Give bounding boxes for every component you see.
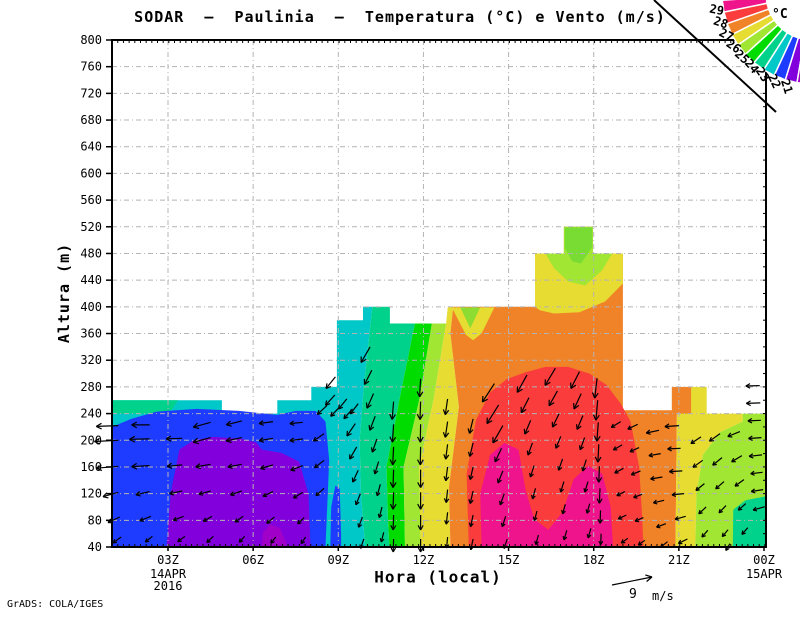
legend-label-21: 21 xyxy=(778,77,796,95)
svg-text:240: 240 xyxy=(80,407,102,421)
svg-text:360: 360 xyxy=(80,327,102,341)
legend-label-28: 28 xyxy=(712,14,730,32)
legend-label-27: 27 xyxy=(717,25,736,44)
region-yellow-band xyxy=(419,306,459,547)
svg-text:15APR: 15APR xyxy=(746,567,783,581)
svg-text:320: 320 xyxy=(80,353,102,367)
plot-border xyxy=(106,39,767,551)
region-yellow-v-dip xyxy=(451,307,495,341)
svg-text:640: 640 xyxy=(80,140,102,154)
wind-scale-arrow xyxy=(611,574,653,586)
svg-text:520: 520 xyxy=(80,220,102,234)
svg-text:14APR: 14APR xyxy=(150,567,187,581)
svg-text:280: 280 xyxy=(80,380,102,394)
chart-title: SODAR — Paulinia — Temperatura (°C) e Ve… xyxy=(134,8,666,26)
svg-text:400: 400 xyxy=(80,300,102,314)
region-emerald-top-left xyxy=(112,400,178,414)
region-bump-yellow xyxy=(691,386,707,414)
svg-text:00Z: 00Z xyxy=(753,553,775,567)
svg-text:440: 440 xyxy=(80,273,102,287)
wind-scale-value: 9 xyxy=(629,587,637,602)
svg-text:720: 720 xyxy=(80,86,102,100)
svg-text:06Z: 06Z xyxy=(242,553,264,567)
legend-label-26: 26 xyxy=(724,36,744,56)
svg-text:40: 40 xyxy=(88,540,102,554)
svg-text:680: 680 xyxy=(80,113,102,127)
grads-credit-label: GrADS: COLA/IGES xyxy=(7,599,104,610)
svg-text:09Z: 09Z xyxy=(327,553,349,567)
svg-text:03Z: 03Z xyxy=(157,553,179,567)
legend-label-22: 22 xyxy=(765,72,784,91)
region-green-cap xyxy=(564,227,593,264)
svg-text:80: 80 xyxy=(88,513,102,527)
svg-text:760: 760 xyxy=(80,60,102,74)
legend-unit-label: °C xyxy=(772,7,788,22)
wind-vectors xyxy=(94,346,764,553)
svg-text:200: 200 xyxy=(80,433,102,447)
svg-text:15Z: 15Z xyxy=(498,553,520,567)
region-pink-hottest-core xyxy=(480,442,613,547)
legend-wedge-9 xyxy=(784,37,800,84)
y-axis-title: Altura (m) xyxy=(55,242,73,344)
svg-text:800: 800 xyxy=(80,33,102,47)
svg-text:560: 560 xyxy=(80,193,102,207)
svg-text:12Z: 12Z xyxy=(413,553,435,567)
svg-text:600: 600 xyxy=(80,166,102,180)
region-purple-coldest-patch xyxy=(261,524,287,547)
region-right-yellow xyxy=(675,413,743,547)
x-axis-title: Hora (local) xyxy=(374,567,502,587)
legend-wedge-10 xyxy=(796,60,800,84)
grid-lines xyxy=(112,40,766,547)
svg-text:160: 160 xyxy=(80,460,102,474)
region-lime-band xyxy=(403,323,447,547)
legend-label-29: 29 xyxy=(708,2,725,19)
svg-text:2016: 2016 xyxy=(154,579,183,593)
legend-label-23: 23 xyxy=(753,65,773,85)
svg-text:120: 120 xyxy=(80,487,102,501)
svg-text:21Z: 21Z xyxy=(668,553,690,567)
region-lime-v-dip xyxy=(460,307,481,329)
svg-text:18Z: 18Z xyxy=(583,553,605,567)
svg-text:480: 480 xyxy=(80,246,102,260)
legend-diagonal-line xyxy=(653,0,777,113)
region-emerald-band xyxy=(359,306,415,547)
wind-scale-unit: m/s xyxy=(652,589,674,603)
